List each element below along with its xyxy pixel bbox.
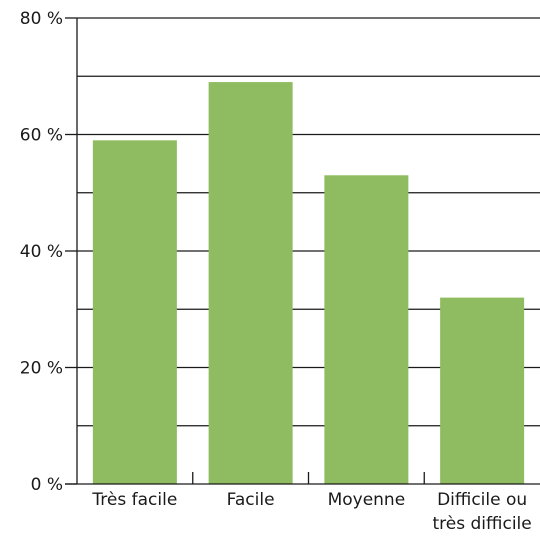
x-tick-label: Difficile ou très difficile [433,490,532,534]
bar [324,175,409,484]
x-tick-label: Très facile [91,490,177,510]
bar [92,140,177,484]
bar [440,297,525,484]
y-tick-label: 60 % [20,126,63,146]
y-tick-label: 40 % [20,242,63,262]
y-tick-label: 20 % [20,359,63,379]
x-tick-label: Facile [227,490,275,510]
x-category-labels: Très facile Facile Moyenne Difficile ou très… [91,490,531,534]
y-tick-label: 0 % [31,475,63,495]
bar [208,82,293,484]
x-tick-label: Moyenne [328,490,406,510]
y-tick-label: 80 % [20,9,63,29]
y-tick-labels: 0 % 20 % 40 % 60 % 80 % [20,9,63,495]
bars [92,82,525,484]
axes [65,17,540,485]
